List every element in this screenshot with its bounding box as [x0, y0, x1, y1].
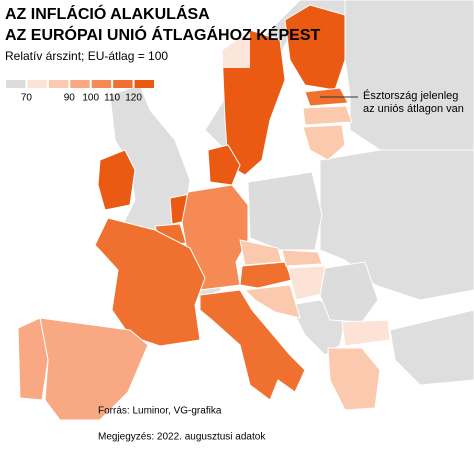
legend-swatch: [70, 80, 90, 88]
title: AZ INFLÁCIÓ ALAKULÁSA: [5, 4, 210, 23]
country: [39, 317, 149, 421]
country: [247, 171, 323, 251]
legend-tick-label: 90: [64, 93, 76, 104]
source: Forrás: Luminor, VG-grafika: [98, 406, 222, 417]
country: [341, 319, 391, 347]
title: AZ EURÓPAI UNIÓ ÁTLAGÁHOZ KÉPEST: [5, 25, 320, 44]
country: [327, 347, 381, 411]
country: [17, 317, 49, 401]
legend-tick-label: 110: [104, 93, 120, 104]
country: [207, 144, 241, 186]
legend: 70 90 100 110 120: [6, 80, 154, 104]
legend-swatch: [91, 80, 112, 88]
legend-tick-label: 120: [125, 93, 142, 104]
annotation: az uniós átlagon van: [363, 103, 464, 115]
legend-swatch: [6, 80, 26, 88]
country: [94, 217, 206, 347]
land: [389, 309, 474, 386]
title-backdrop: [0, 0, 250, 68]
annotation: Észtország jelenleg: [363, 89, 458, 102]
legend-tick-label: 100: [82, 93, 99, 104]
note: Megjegyzés: 2022. augusztusi adatok: [98, 432, 266, 443]
country: [239, 261, 293, 289]
subtitle: Relatív árszint; EU-átlag = 100: [5, 49, 168, 63]
legend-swatch: [27, 80, 47, 88]
land: [344, 0, 474, 161]
country: [97, 149, 136, 211]
country: [199, 289, 306, 401]
country: [281, 249, 323, 267]
country: [243, 284, 301, 319]
legend-swatch: [48, 80, 69, 88]
legend-swatch: [113, 80, 133, 88]
country: [284, 4, 346, 91]
eu-countries: [17, 4, 391, 421]
country: [302, 105, 353, 126]
legend-swatch: [134, 80, 154, 88]
legend-tick-label: 70: [21, 93, 33, 104]
country: [302, 124, 346, 161]
